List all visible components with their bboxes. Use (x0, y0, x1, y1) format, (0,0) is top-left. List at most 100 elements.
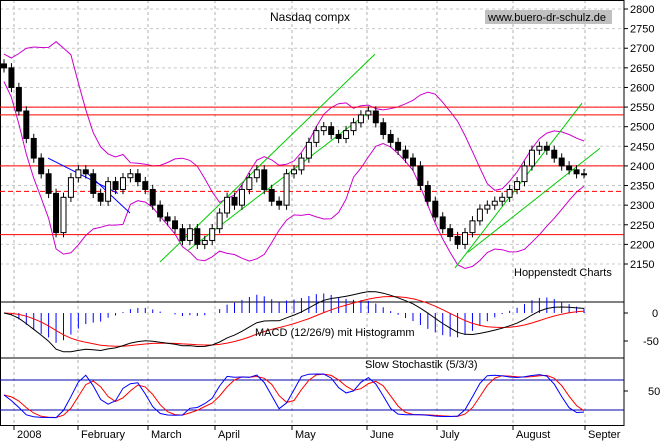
candle-body (328, 126, 335, 136)
candle-body (45, 173, 52, 194)
candle-body (82, 169, 89, 175)
watermark-bg (485, 10, 612, 24)
y-tick-label: 2450 (630, 141, 654, 153)
y-tick-label: 2800 (630, 4, 654, 16)
candle-body (15, 86, 22, 112)
candle-body (60, 196, 67, 234)
macd-tick-label: 0 (652, 308, 658, 320)
candle-body (402, 149, 409, 159)
x-tick-label: Septer (588, 429, 621, 441)
y-tick-label: 2650 (630, 63, 654, 75)
x-tick-label: February (81, 429, 126, 441)
price-tick-labels: 2800 2750 2700 2650 2600 2550 2500 2450 2400 2350… (624, 4, 660, 398)
macd-signal-line (3, 295, 585, 347)
candle-body (454, 236, 461, 245)
y-tick-label: 2300 (630, 200, 654, 212)
candle-body (8, 67, 15, 88)
candle-body (246, 177, 253, 190)
candle-body (395, 141, 402, 151)
stochastic-label: Slow Stochastik (5/3/3) (365, 359, 478, 371)
stoch-d-line (3, 373, 585, 419)
y-tick-label: 2700 (630, 43, 654, 55)
y-tick-label: 2600 (630, 82, 654, 94)
candle-body (164, 216, 171, 222)
candle-body (380, 122, 387, 136)
candle-body (439, 216, 446, 230)
candle-body (283, 173, 290, 206)
grid (0, 0, 624, 425)
chart-title: Nasdaq compx (270, 10, 350, 24)
watermark-text: www.buero-dr-schulz.de (487, 12, 606, 24)
x-tick-label: June (370, 429, 394, 441)
candle-body (238, 188, 245, 206)
candle-body (67, 177, 74, 198)
candle-body (291, 169, 297, 175)
macd-line (3, 291, 585, 353)
candle-body (38, 157, 45, 175)
outer-frame (0, 0, 625, 426)
candle-body (424, 185, 431, 202)
y-tick-label: 2350 (630, 181, 654, 193)
candle-body (305, 141, 312, 159)
candle-body (298, 157, 305, 171)
candle-body (231, 196, 238, 206)
stoch-k-line (3, 373, 585, 419)
macd-panel (3, 291, 585, 353)
candle-body (566, 165, 573, 171)
candle-body (357, 114, 364, 124)
candle-body (528, 149, 535, 167)
y-tick-label: 2750 (630, 24, 654, 36)
candle-body (276, 200, 283, 206)
y-tick-label: 2200 (630, 239, 654, 251)
candle-body (209, 228, 216, 241)
candle-body (581, 173, 587, 176)
candle-body (350, 122, 357, 132)
candle-body (343, 130, 350, 139)
candle-body (53, 192, 60, 234)
candle-body (268, 188, 275, 202)
source-label: Hoppenstedt Charts (514, 267, 612, 279)
candle-body (409, 157, 416, 167)
candle-body (119, 177, 126, 190)
candle-body (157, 204, 164, 218)
bollinger-upper (3, 41, 585, 204)
candle-body (186, 228, 193, 241)
candle-body (558, 157, 565, 167)
macd-tick-label: -50 (643, 336, 659, 348)
bollinger-bands (3, 41, 585, 270)
x-tick-label: April (218, 429, 240, 441)
candle-body (216, 212, 223, 230)
bollinger-lower (3, 81, 585, 270)
candle-body (543, 145, 550, 151)
candle-body (313, 130, 320, 143)
candle-body (462, 232, 469, 245)
candle-body (387, 134, 394, 143)
candle-body (491, 200, 498, 206)
y-tick-label: 2550 (630, 102, 654, 114)
trend-line (467, 147, 601, 253)
y-tick-label: 2150 (630, 259, 654, 271)
candle-body (30, 137, 37, 159)
candle-body (506, 188, 513, 198)
x-tick-label: July (440, 429, 460, 441)
candle-body (75, 169, 82, 179)
panel-frames (0, 0, 625, 426)
month-tick-labels: 2008 February March April May June July August S… (13, 425, 621, 441)
candle-body (484, 204, 491, 210)
y-tick-label: 2250 (630, 220, 654, 232)
candle-body (149, 188, 156, 206)
candle-body (1, 63, 7, 69)
candle-body (551, 149, 558, 159)
candle-body (142, 181, 149, 190)
x-tick-label: 2008 (17, 429, 41, 441)
trend-channels (47, 53, 601, 269)
y-tick-label: 2500 (630, 122, 654, 134)
candlesticks (1, 59, 587, 250)
support-resistance-lines (0, 106, 624, 236)
candle-body (97, 192, 104, 202)
candle-body (372, 110, 379, 124)
x-tick-label: August (516, 429, 550, 441)
candle-body (201, 239, 208, 245)
